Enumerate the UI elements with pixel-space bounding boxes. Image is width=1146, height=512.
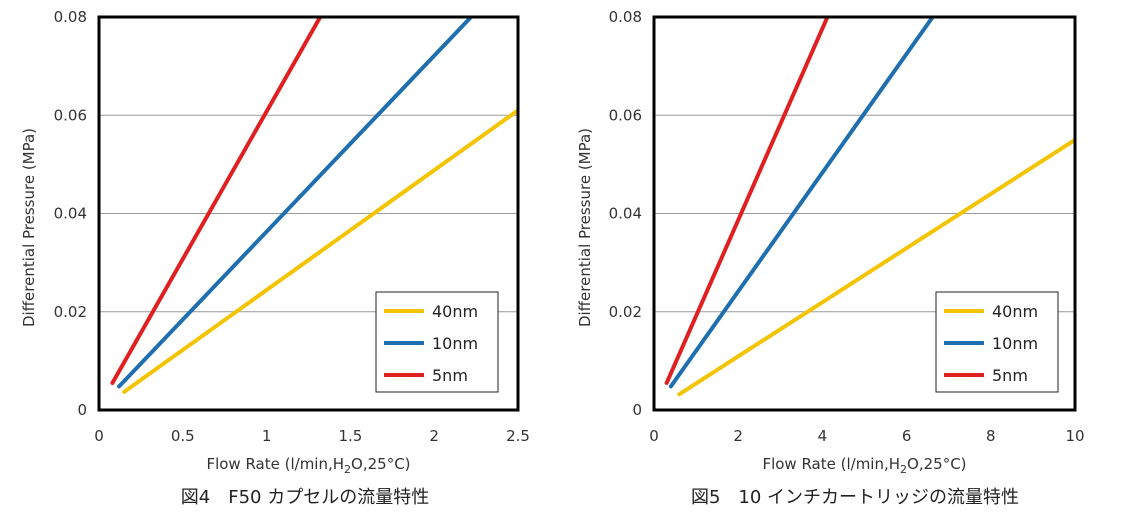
- x-tick-label: 6: [902, 427, 912, 445]
- x-tick-label: 0: [649, 427, 659, 445]
- x-axis-label-sub: 2: [900, 463, 907, 476]
- y-tick-label: 0.08: [54, 8, 87, 26]
- legend-label: 40nm: [432, 302, 478, 321]
- series-line-5nm: [664, 17, 830, 385]
- x-tick-label: 1: [262, 427, 272, 445]
- y-tick-label: 0.04: [54, 205, 87, 223]
- x-tick-label: 8: [986, 427, 996, 445]
- x-tick-label: 1.5: [338, 427, 362, 445]
- y-tick-label: 0.02: [609, 303, 642, 321]
- legend-label: 10nm: [992, 334, 1038, 353]
- y-tick-label: 0: [632, 401, 642, 419]
- x-tick-label: 2.5: [506, 427, 530, 445]
- x-axis-label: Flow Rate (l/min,H2O,25°C): [206, 455, 410, 476]
- x-tick-label: 2: [429, 427, 439, 445]
- y-tick-label: 0: [77, 401, 87, 419]
- plot-frame: [652, 15, 1077, 412]
- x-tick-label: 2: [733, 427, 743, 445]
- series-line-40nm: [122, 108, 518, 394]
- x-axis-label-main: Flow Rate (l/min,H: [206, 455, 344, 473]
- series-line-40nm: [677, 137, 1075, 397]
- chart-1: 0 0.02 0.04 0.06 0.08 0 0.5 1 1.5 2 2.5 Differentia…: [20, 8, 530, 508]
- x-tick-label: 10: [1065, 427, 1084, 445]
- figure-caption: 図4 F50 カプセルの流量特性: [181, 487, 429, 508]
- y-tick-label: 0.06: [54, 106, 87, 124]
- x-axis-label-tail: O,25°C): [351, 455, 411, 473]
- x-axis-label-main: Flow Rate (l/min,H: [762, 455, 900, 473]
- series-line-10nm: [668, 17, 935, 389]
- plot-frame: [97, 15, 520, 412]
- series-line-5nm: [110, 17, 323, 385]
- series-line-10nm: [117, 17, 474, 389]
- x-axis-label-tail: O,25°C): [907, 455, 967, 473]
- legend: 40nm 10nm 5nm: [935, 291, 1059, 393]
- legend-label: 5nm: [432, 366, 468, 385]
- y-axis-label: Differential Pressure (MPa): [576, 128, 594, 327]
- legend: 40nm 10nm 5nm: [375, 291, 499, 393]
- figure-caption: 図5 10 インチカートリッジの流量特性: [691, 487, 1019, 508]
- y-tick-label: 0.02: [54, 303, 87, 321]
- x-tick-label: 0: [94, 427, 104, 445]
- x-axis-label: Flow Rate (l/min,H2O,25°C): [762, 455, 966, 476]
- y-tick-label: 0.06: [609, 106, 642, 124]
- y-tick-label: 0.04: [609, 205, 642, 223]
- legend-label: 40nm: [992, 302, 1038, 321]
- legend-label: 10nm: [432, 334, 478, 353]
- legend-label: 5nm: [992, 366, 1028, 385]
- x-axis-label-sub: 2: [344, 463, 351, 476]
- x-tick-label: 4: [818, 427, 828, 445]
- x-tick-label: 0.5: [171, 427, 195, 445]
- y-axis-label: Differential Pressure (MPa): [20, 128, 38, 327]
- y-tick-label: 0.08: [609, 8, 642, 26]
- chart-2: 0 0.02 0.04 0.06 0.08 0 2 4 6 8 10 Differential Pre…: [576, 8, 1085, 508]
